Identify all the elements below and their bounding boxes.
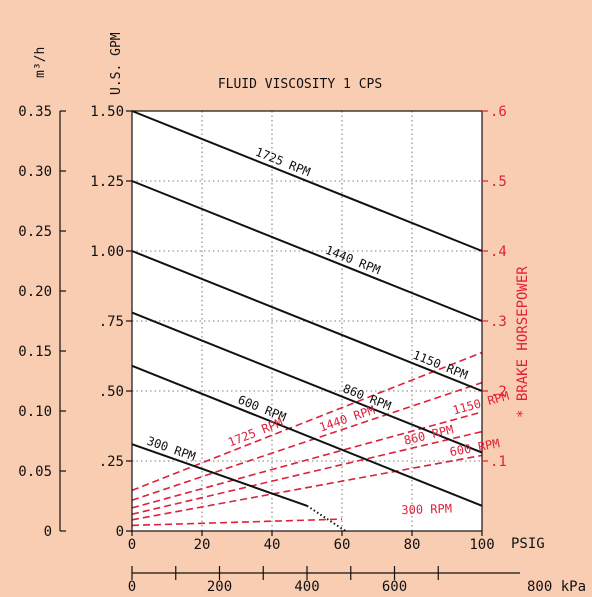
hp-curve-300-rpm xyxy=(131,518,343,527)
x-tick-label: 40 xyxy=(264,537,281,553)
axes xyxy=(59,110,520,580)
flow-curve-600-rpm xyxy=(131,364,483,507)
hp-curve-1150-rpm xyxy=(131,411,483,509)
kpa-tick-label: 400 xyxy=(294,579,319,595)
y-right-tick-label: .1 xyxy=(490,454,507,470)
kpa-tick-label: 600 xyxy=(382,579,407,595)
m3h-tick-label: 0.25 xyxy=(18,224,52,240)
y-right-tick-label: .4 xyxy=(490,244,507,260)
x-secondary-axis-label: 800 kPa xyxy=(527,579,586,595)
y-left-tick-label: 1.25 xyxy=(90,174,124,190)
y-left-axis-label: U.S. GPM xyxy=(109,32,124,95)
m3h-tick-label: 0.20 xyxy=(18,284,52,300)
x-tick-label: 80 xyxy=(404,537,421,553)
m3h-tick-label: 0.30 xyxy=(18,164,52,180)
m3h-tick-label: 0.10 xyxy=(18,404,52,420)
y-left-secondary-axis-label: m³/h xyxy=(33,47,48,78)
flow-curve-300-rpm xyxy=(131,443,308,507)
flow-curve-1725-rpm xyxy=(131,110,483,252)
flow-curve-860-rpm xyxy=(131,311,483,454)
y-left-tick-label: 1.50 xyxy=(90,104,124,120)
y-left-tick-label: 0 xyxy=(116,524,124,540)
m3h-tick-label: 0 xyxy=(44,524,52,540)
x-axis-label: PSIG xyxy=(511,536,545,552)
y-left-tick-label: .50 xyxy=(99,384,124,400)
horsepower-curves xyxy=(131,351,483,527)
hp-curve-1440-rpm xyxy=(131,381,483,501)
x-tick-label: 60 xyxy=(334,537,351,553)
m3h-tick-label: 0.05 xyxy=(18,464,52,480)
y-left-tick-label: 1.00 xyxy=(90,244,124,260)
y-right-tick-label: .5 xyxy=(490,174,507,190)
hp-curve-600-rpm xyxy=(131,454,483,521)
y-right-tick-label: .2 xyxy=(490,384,507,400)
y-right-tick-label: .6 xyxy=(490,104,507,120)
chart-title: FLUID VISCOSITY 1 CPS xyxy=(218,77,382,92)
kpa-tick-label: 200 xyxy=(207,579,232,595)
flow-curve-1440-rpm xyxy=(131,180,483,322)
m3h-tick-label: 0.15 xyxy=(18,344,52,360)
hp-label-300-rpm: 300 RPM xyxy=(401,502,452,518)
hp-curve-860-rpm xyxy=(131,430,483,515)
x-tick-label: 20 xyxy=(194,537,211,553)
flow-curves xyxy=(131,110,483,532)
flow-curve-1150-rpm xyxy=(131,250,483,392)
m3h-tick-label: 0.35 xyxy=(18,104,52,120)
y-left-tick-label: .75 xyxy=(99,314,124,330)
kpa-tick-label: 0 xyxy=(128,579,136,595)
x-tick-label: 0 xyxy=(128,537,136,553)
x-tick-label: 100 xyxy=(469,537,494,553)
hp-curve-1725-rpm xyxy=(131,351,483,492)
tick-labels: 0.25.50.751.001.251.5000.050.100.150.200… xyxy=(18,104,507,595)
y-right-axis-label: * BRAKE HORSEPOWER xyxy=(515,266,531,418)
y-right-tick-label: .3 xyxy=(490,314,507,330)
y-left-tick-label: .25 xyxy=(99,454,124,470)
